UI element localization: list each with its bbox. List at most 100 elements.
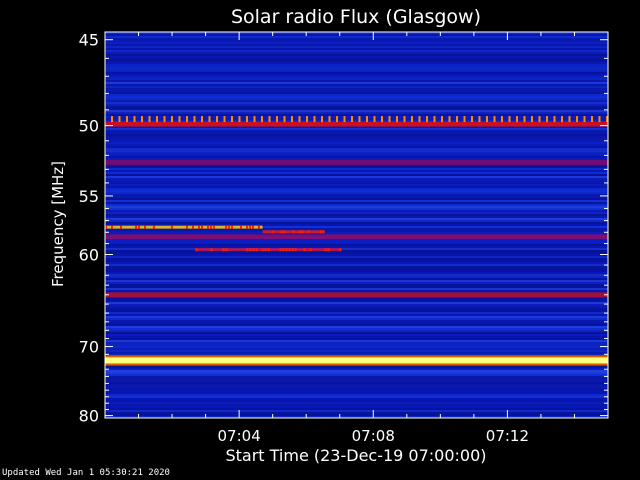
- emission-spike: [508, 116, 511, 123]
- noise-row: [105, 348, 608, 350]
- noise-row: [105, 88, 608, 90]
- burst-speck: [322, 230, 325, 234]
- noise-row: [105, 126, 608, 128]
- noise-row: [105, 390, 608, 392]
- burst-speck: [303, 248, 306, 252]
- noise-row: [105, 58, 608, 60]
- emission-spike: [343, 116, 346, 123]
- emission-spike: [261, 116, 263, 123]
- noise-row: [105, 346, 608, 348]
- noise-row: [105, 414, 608, 416]
- emission-spike: [186, 116, 188, 123]
- burst-speck: [231, 225, 233, 229]
- noise-row: [105, 148, 608, 150]
- noise-row: [105, 72, 608, 74]
- emission-spike: [231, 116, 233, 123]
- noise-row: [105, 416, 608, 418]
- noise-row: [105, 400, 608, 402]
- emission-spike: [291, 116, 293, 123]
- noise-row: [105, 182, 608, 184]
- noise-row: [105, 398, 608, 400]
- noise-row: [105, 246, 608, 248]
- burst-speck: [249, 248, 252, 252]
- emission-spike: [336, 116, 338, 123]
- emission-spike: [328, 116, 331, 123]
- emission-spike: [523, 116, 526, 123]
- burst-trace: [105, 225, 263, 229]
- burst-speck: [225, 225, 227, 229]
- noise-row: [105, 36, 608, 38]
- noise-row: [105, 368, 608, 370]
- noise-row: [105, 218, 608, 220]
- emission-spike: [238, 116, 241, 123]
- burst-speck: [210, 225, 212, 229]
- emission-spike: [178, 116, 181, 123]
- emission-spike: [216, 116, 218, 123]
- noise-row: [105, 50, 608, 52]
- noise-row: [105, 392, 608, 394]
- noise-row: [105, 68, 608, 70]
- noise-row: [105, 212, 608, 214]
- noise-row: [105, 136, 608, 138]
- noise-row: [105, 322, 608, 324]
- burst-speck: [267, 248, 270, 252]
- emission-spike: [606, 116, 608, 123]
- noise-row: [105, 342, 608, 344]
- emission-spike: [268, 116, 271, 123]
- noise-row: [105, 138, 608, 140]
- noise-row: [105, 172, 608, 174]
- noise-row: [105, 140, 608, 142]
- burst-speck: [288, 248, 291, 252]
- noise-row: [105, 330, 608, 332]
- noise-row: [105, 366, 608, 368]
- emission-spike: [471, 116, 473, 123]
- noise-row: [105, 130, 608, 132]
- burst-speck: [246, 248, 249, 252]
- emission-spike: [126, 116, 128, 123]
- y-tick-label: 45: [79, 31, 99, 50]
- noise-row: [105, 242, 608, 244]
- emission-spike: [148, 116, 151, 123]
- burst-speck: [153, 225, 155, 229]
- noise-row: [105, 394, 608, 396]
- emission-spike: [246, 116, 248, 123]
- burst-speck: [207, 225, 209, 229]
- noise-row: [105, 344, 608, 346]
- noise-row: [105, 406, 608, 408]
- emission-spike: [373, 116, 376, 123]
- noise-row: [105, 84, 608, 86]
- noise-row: [105, 274, 608, 276]
- noise-row: [105, 134, 608, 136]
- noise-row: [105, 250, 608, 252]
- noise-row: [105, 152, 608, 154]
- noise-row: [105, 150, 608, 152]
- noise-row: [105, 240, 608, 242]
- noise-row: [105, 154, 608, 156]
- noise-row: [105, 272, 608, 274]
- noise-row: [105, 380, 608, 382]
- noise-row: [105, 258, 608, 260]
- noise-row: [105, 198, 608, 200]
- burst-speck: [339, 248, 342, 252]
- noise-row: [105, 338, 608, 340]
- emission-spike: [531, 116, 533, 123]
- noise-row: [105, 216, 608, 218]
- noise-row: [105, 196, 608, 198]
- noise-row: [105, 132, 608, 134]
- emission-line: [105, 234, 608, 240]
- burst-speck: [105, 225, 107, 229]
- noise-row: [105, 318, 608, 320]
- plot-frame: [104, 31, 609, 419]
- noise-row: [105, 408, 608, 410]
- noise-row: [105, 206, 608, 208]
- y-tick-label: 60: [79, 245, 99, 264]
- burst-speck: [301, 230, 304, 234]
- burst-speck: [327, 248, 330, 252]
- burst-speck: [292, 230, 295, 234]
- noise-row: [105, 316, 608, 318]
- emission-spike: [448, 116, 451, 123]
- burst-speck: [186, 225, 188, 229]
- noise-row: [105, 252, 608, 254]
- burst-speck: [282, 248, 285, 252]
- burst-speck: [111, 225, 113, 229]
